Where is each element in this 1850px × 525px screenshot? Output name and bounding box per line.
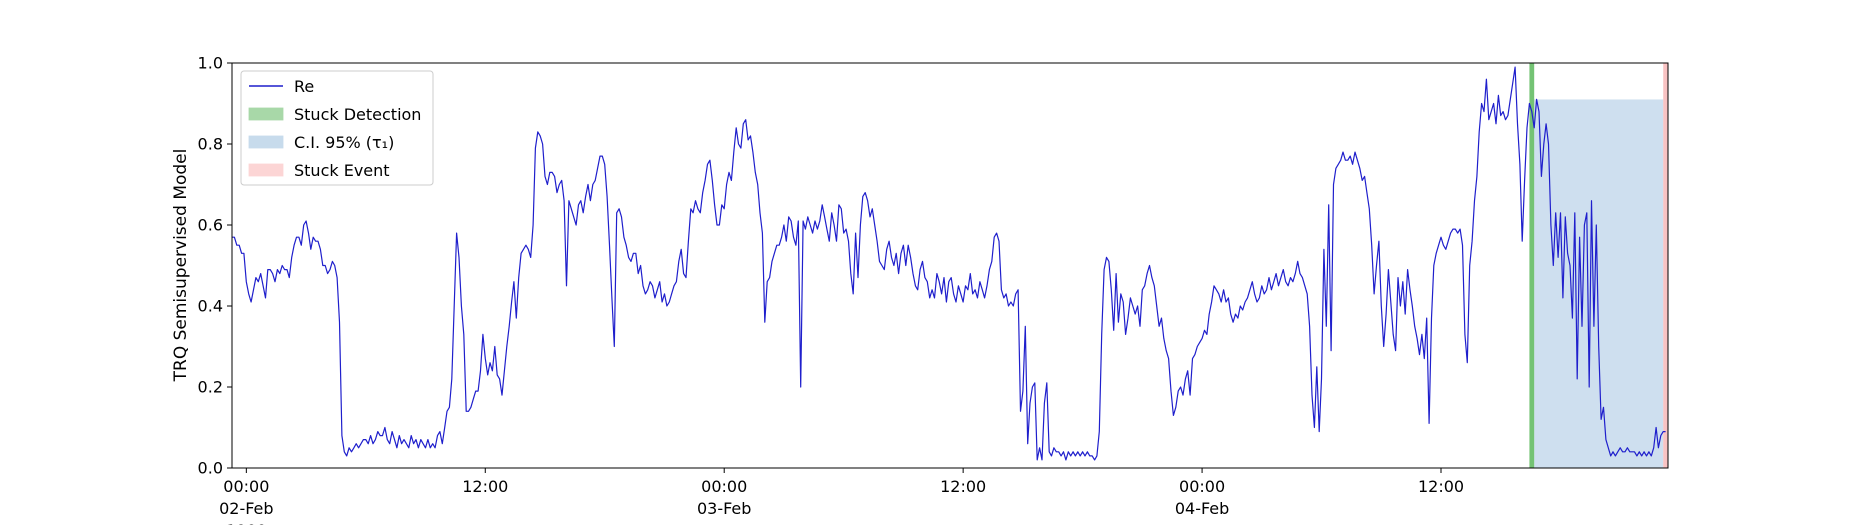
y-tick-label: 0.2	[198, 378, 223, 397]
series-line-re	[232, 66, 1666, 461]
y-tick-label: 0.6	[198, 216, 223, 235]
x-axis: 00:00 02-Feb 1900 12:00 00:00 03-Feb 12:00 00:0…	[219, 468, 1464, 525]
legend-patch-swatch	[248, 163, 284, 177]
legend-patch-swatch	[248, 107, 284, 121]
ci-95-span	[1534, 99, 1664, 468]
spans-layer	[1529, 63, 1668, 468]
plot-frame	[231, 62, 1669, 469]
x-tick-label: 00:00	[1179, 477, 1225, 496]
stuck-detection-span	[1529, 63, 1535, 468]
x-tick-label: 1900	[226, 521, 267, 525]
y-tick-label: 1.0	[198, 54, 223, 73]
legend-label: C.I. 95% (τ₁)	[294, 133, 394, 152]
y-tick-label: 0.4	[198, 297, 223, 316]
x-tick-label: 12:00	[1418, 477, 1464, 496]
x-tick-label: 03-Feb	[697, 499, 751, 518]
legend-label: Re	[294, 77, 314, 96]
y-axis: 0.0 0.2 0.4 0.6 0.8 1.0	[198, 54, 232, 478]
stuck-event-span	[1663, 63, 1668, 468]
legend-label: Stuck Event	[294, 161, 390, 180]
y-tick-label: 0.0	[198, 459, 223, 478]
y-tick-label: 0.8	[198, 135, 223, 154]
x-tick-label: 04-Feb	[1175, 499, 1229, 518]
legend-label: Stuck Detection	[294, 105, 421, 124]
legend-patch-swatch	[248, 135, 284, 149]
legend: Re Stuck Detection C.I. 95% (τ₁) Stuck Even…	[240, 70, 434, 186]
x-tick-label: 12:00	[462, 477, 508, 496]
x-tick-label: 00:00	[223, 477, 269, 496]
x-tick-label: 12:00	[940, 477, 986, 496]
x-tick-label: 02-Feb	[219, 499, 273, 518]
line-layer	[232, 66, 1666, 461]
y-axis-label: TRQ Semisupervised Model	[171, 149, 191, 383]
legend-box	[240, 70, 434, 186]
x-tick-label: 00:00	[701, 477, 747, 496]
